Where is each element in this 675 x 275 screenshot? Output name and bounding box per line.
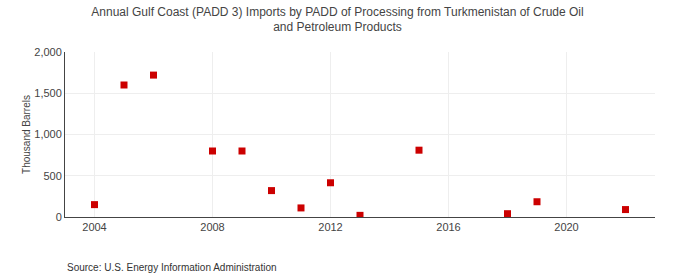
svg-text:Source: U.S. Energy Informatio: Source: U.S. Energy Information Administ…	[67, 262, 277, 273]
svg-text:1,000: 1,000	[34, 128, 62, 140]
svg-text:2,000: 2,000	[34, 46, 62, 58]
svg-text:500: 500	[43, 170, 61, 182]
svg-text:2020: 2020	[554, 221, 578, 233]
svg-text:2012: 2012	[318, 221, 342, 233]
svg-text:0: 0	[56, 211, 62, 223]
svg-text:2008: 2008	[200, 221, 224, 233]
svg-text:Annual Gulf Coast (PADD 3) Imp: Annual Gulf Coast (PADD 3) Imports by PA…	[91, 5, 583, 35]
svg-text:Thousand Barrels: Thousand Barrels	[21, 95, 32, 174]
svg-text:2016: 2016	[436, 221, 460, 233]
svg-text:1,500: 1,500	[34, 87, 62, 99]
svg-text:2004: 2004	[82, 221, 106, 233]
